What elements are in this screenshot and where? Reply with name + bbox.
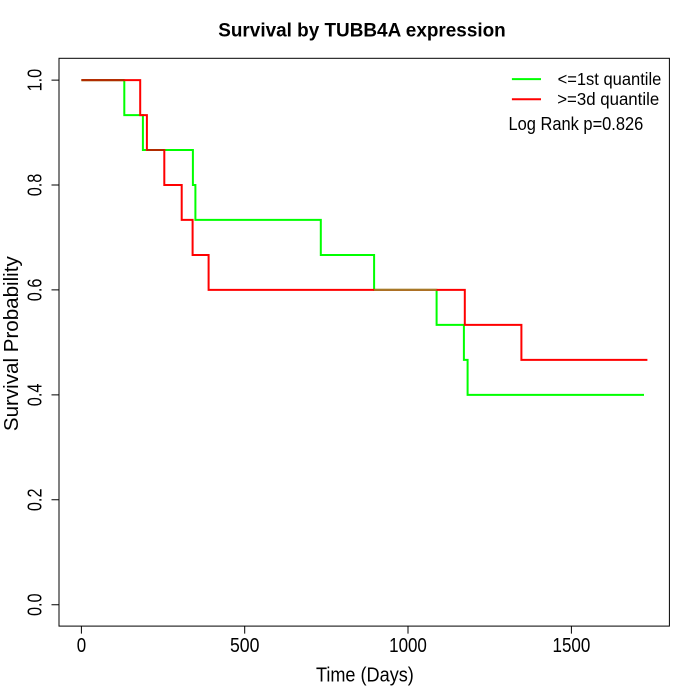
svg-text:0.2: 0.2 bbox=[25, 489, 47, 512]
svg-text:1.0: 1.0 bbox=[25, 69, 47, 92]
svg-text:0.4: 0.4 bbox=[25, 384, 47, 407]
svg-text:500: 500 bbox=[230, 635, 260, 657]
svg-text:0.6: 0.6 bbox=[25, 279, 47, 302]
svg-text:Time (Days): Time (Days) bbox=[316, 664, 414, 686]
svg-text:0.0: 0.0 bbox=[25, 593, 47, 616]
svg-text:<=1st quantile: <=1st quantile bbox=[558, 69, 662, 89]
svg-text:Survival by TUBB4A expression: Survival by TUBB4A expression bbox=[218, 19, 506, 41]
svg-text:0: 0 bbox=[77, 635, 86, 657]
svg-text:0.8: 0.8 bbox=[25, 174, 47, 197]
svg-text:1500: 1500 bbox=[553, 635, 591, 657]
svg-text:1000: 1000 bbox=[389, 635, 427, 657]
svg-text:>=3d quantile: >=3d quantile bbox=[557, 89, 659, 109]
svg-text:Survival Probability: Survival Probability bbox=[1, 256, 23, 431]
svg-text:Log Rank p=0.826: Log Rank p=0.826 bbox=[509, 113, 644, 134]
